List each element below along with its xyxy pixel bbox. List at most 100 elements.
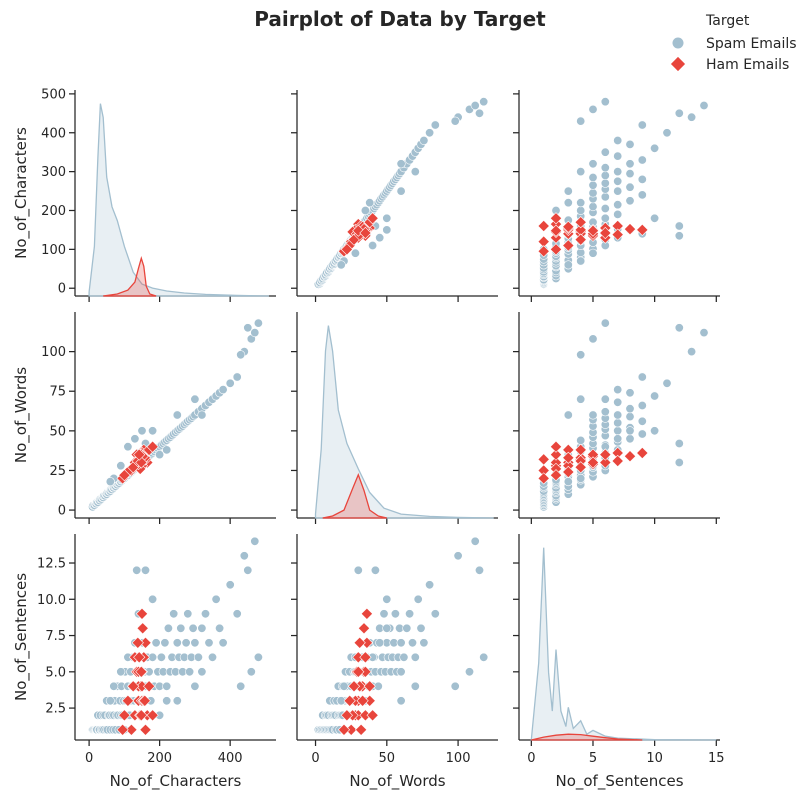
point-spam [155,450,165,460]
y-axis-label: No_of_Sentences [12,573,31,701]
point-spam [172,638,182,648]
y-tick-label: 7.5 [45,629,66,644]
point-spam [479,97,489,107]
point-spam [576,167,586,177]
point-ham [623,223,637,236]
point-spam [336,260,346,270]
point-ham [574,461,587,474]
point-spam [413,594,423,604]
point-spam [396,638,406,648]
point-ham [352,651,365,664]
point-spam [613,200,623,210]
point-spam [162,681,172,691]
point-spam [396,696,406,706]
point-spam [379,609,389,619]
point-spam [225,378,235,388]
point-ham [549,224,563,237]
point-spam [563,260,573,270]
point-spam [253,652,263,662]
point-ham [136,622,149,635]
y-tick-label: 50 [49,424,66,439]
point-spam [450,681,460,691]
point-spam [232,372,242,382]
y-tick-label: 400 [41,126,66,141]
legend-marker-spam [672,37,684,49]
point-ham [127,680,140,693]
point-ham [131,636,144,649]
point-spam [162,696,172,706]
point-spam [232,609,242,619]
point-spam [637,429,647,439]
point-ham [623,450,637,463]
point-ham [138,694,151,707]
x-axis-label: No_of_Words [349,772,445,791]
point-ham [359,709,372,722]
point-spam [588,188,598,198]
point-spam [625,139,635,149]
point-spam [243,323,253,333]
point-ham [353,636,366,649]
panel-No_of_Characters-vs-No_of_Words [291,90,498,302]
point-spam [190,638,200,648]
point-spam [674,457,684,467]
point-spam [613,434,623,444]
x-tick-label: 200 [147,751,172,766]
point-spam [470,101,480,111]
x-axis-label: No_of_Characters [110,772,242,791]
point-spam [563,477,573,487]
point-spam [563,186,573,196]
point-spam [687,112,697,122]
point-spam [239,551,249,561]
x-tick-label: 0 [527,751,535,766]
point-spam [162,445,172,455]
point-spam [211,594,221,604]
point-ham [586,224,600,237]
point-spam [208,652,218,662]
x-tick-label: 10 [646,751,663,766]
point-spam [382,213,392,223]
point-spam [130,434,140,444]
point-spam [425,580,435,590]
point-ham [599,456,612,469]
point-spam [576,435,586,445]
y-tick-label: 100 [41,345,66,360]
point-spam [218,638,228,648]
panel-No_of_Words-vs-No_of_Sentences [513,312,720,524]
point-ham [135,665,148,678]
point-spam [148,426,158,436]
point-spam [613,209,623,219]
x-tick-label: 100 [446,751,471,766]
point-ham [359,226,372,240]
point-spam [662,128,672,138]
point-ham [562,451,575,464]
point-spam [637,155,647,165]
point-spam [576,394,586,404]
point-spam [625,426,635,436]
point-spam [563,198,573,208]
point-spam [474,565,484,575]
point-ham [118,709,131,722]
point-ham [118,469,131,482]
point-ham [537,235,550,248]
point-spam [470,536,480,546]
point-spam [243,565,253,575]
point-spam [637,190,647,200]
point-spam [479,652,489,662]
point-ham [357,622,371,635]
point-spam [382,594,392,604]
point-spam [163,623,173,633]
point-spam [625,159,635,169]
point-spam [613,410,623,420]
point-spam [613,426,623,436]
point-spam [137,426,147,436]
point-spam [650,213,660,223]
point-spam [396,159,406,169]
point-spam [662,378,672,388]
point-spam [674,108,684,118]
y-tick-label: 100 [41,243,66,258]
point-spam [637,120,647,130]
point-spam [625,404,635,414]
point-spam [382,623,392,633]
